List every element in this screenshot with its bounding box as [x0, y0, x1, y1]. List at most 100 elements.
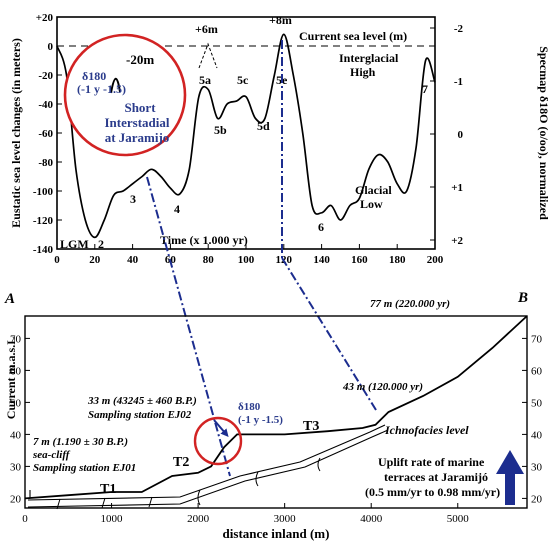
uplift-arrow-icon	[496, 450, 524, 505]
annot-stage-5a: 5a	[199, 73, 211, 87]
annot-plus-8m: +8m	[269, 13, 292, 27]
annot-station1-a: 7 m (1.190 ± 30 B.P.)	[33, 436, 128, 448]
bottom-ticks	[24, 337, 527, 508]
top-x-tick-label: 180	[389, 254, 406, 266]
top-y-tick-label: 0	[48, 41, 54, 53]
connector-stage3	[146, 176, 231, 477]
annot-stage-5d: 5d	[257, 119, 270, 133]
bottom-y-tick-label: 30	[10, 461, 22, 473]
inset-depth: -20m	[126, 52, 154, 67]
annot-stage-6: 6	[318, 220, 324, 234]
bottom-x-tick-label: 4000	[360, 513, 383, 525]
bottom-x-axis-title: distance inland (m)	[223, 526, 330, 541]
annot-station1-b: sea-cliff	[32, 449, 71, 461]
terrace-t2: T2	[173, 455, 189, 470]
annot-station2-b: Sampling station EJ02	[88, 409, 192, 421]
top-y2-tick-label: -1	[454, 76, 463, 88]
top-x-tick-label: 200	[427, 254, 444, 266]
bottom-x-tick-label: 1000	[101, 513, 124, 525]
bottom-y-tick-label: 60	[10, 365, 22, 377]
top-y-tick-label: -20	[38, 70, 53, 82]
top-x-tick-label: 0	[54, 254, 60, 266]
bottom-y-tick-label: 40	[10, 429, 22, 441]
bottom-plot-frame	[24, 315, 528, 509]
top-x-tick-label: 20	[89, 254, 101, 266]
annot-glacial: Glacial	[355, 183, 392, 197]
bottom-y-axis-title: Current m.a.s.L	[4, 337, 18, 419]
bottom-y-tick-label-right: 70	[531, 333, 543, 345]
sea-level-curve	[56, 33, 436, 239]
inset-mini-curve	[110, 77, 121, 94]
top-y2-tick-label: -2	[454, 23, 464, 35]
annot-uplift-3: (0.5 mm/yr to 0.98 mm/yr)	[365, 485, 500, 499]
annot-high: High	[350, 65, 376, 79]
terrace-profile-chart: 20 20 30 30 40 40 50 50 60 60 70 70 0 1000 2000 3000 400…	[4, 290, 543, 541]
top-x-tick-label: 100	[238, 254, 255, 266]
inset-range: (-1 y -1.5)	[77, 82, 126, 96]
annot-d18o-range: (-1 y -1.5)	[238, 414, 283, 426]
connector-5e-to-t3	[281, 257, 377, 411]
top-x-tick-label: 40	[127, 254, 139, 266]
annot-stage-2: 2	[98, 237, 104, 251]
panel-letter-b: B	[517, 290, 528, 306]
top-y-tick-label: -140	[33, 244, 54, 256]
top-y-tick-label: -60	[38, 128, 53, 140]
connector-lines	[146, 40, 377, 477]
top-y-tick-label: +20	[36, 12, 54, 24]
sea-level-chart: Current sea level (m) -140 -120 -1 0 0 -80 -60…	[9, 12, 550, 266]
dashed-peak-5a	[198, 42, 218, 69]
annot-stage-4: 4	[174, 202, 180, 216]
annot-stage-5b: 5b	[214, 123, 227, 137]
bottom-y-tick-label: 50	[10, 397, 22, 409]
annot-d18o: δ180	[238, 401, 261, 413]
top-y-axis-title: Eustatic sea level changes (in meters)	[9, 38, 23, 228]
annot-uplift-2: terraces at Jaramijó	[384, 470, 488, 484]
current-sea-level-label: Current sea level (m)	[299, 29, 407, 43]
top-axis-labels: -140-120-100-80-60-40-200+20020406080100…	[33, 12, 464, 266]
bottom-y-tick-label: 20	[10, 493, 22, 505]
terrace-profile-line	[24, 315, 528, 500]
annot-ichnofacies: Ichnofacies level	[384, 423, 469, 437]
annot-lgm: LGM	[60, 237, 89, 251]
bottom-y-tick-label: 70	[10, 333, 22, 345]
bottom-y-tick-label-right: 40	[531, 429, 543, 441]
inset-title-3: at Jaramijo	[105, 130, 170, 145]
ichnofacies-burrows	[56, 457, 321, 510]
jaramijo-inset-circle	[63, 33, 187, 157]
bottom-y-tick-label-right: 60	[531, 365, 543, 377]
annot-stage-5c: 5c	[237, 73, 249, 87]
top-ticks	[56, 16, 436, 250]
top-x-tick-label: 160	[351, 254, 368, 266]
annot-low: Low	[360, 197, 383, 211]
top-y2-tick-label: +1	[451, 182, 463, 194]
station2-arrow	[213, 419, 229, 438]
inset-title-2: Interstadial	[105, 115, 170, 130]
bottom-y-tick-label-right: 30	[531, 461, 543, 473]
annot-stage-7: 7	[422, 82, 428, 96]
bottom-x-tick-label: 0	[22, 513, 28, 525]
top-x-axis-title: Time (x 1.000 yr)	[160, 233, 248, 247]
terrace-t1: T1	[100, 482, 116, 497]
ichnofacies-layer-lower	[27, 429, 389, 508]
bottom-x-tick-label: 2000	[187, 513, 210, 525]
terrace-t3: T3	[303, 419, 319, 434]
bottom-x-tick-label: 3000	[274, 513, 297, 525]
panel-letter-a: A	[4, 291, 15, 307]
annot-interglacial: Interglacial	[339, 51, 399, 65]
top-y-tick-label: -120	[33, 215, 54, 227]
bottom-y-tick-label-right: 20	[531, 493, 543, 505]
annot-station2-a: 33 m (43245 ± 460 B.P.)	[87, 395, 197, 407]
bottom-axis-labels: 20 20 30 30 40 40 50 50 60 60 70 70 0 1000 2000 3000 400…	[10, 333, 543, 525]
top-y-tick-label: -40	[38, 99, 53, 111]
annot-top: 77 m (220.000 yr)	[370, 298, 450, 310]
inset-d18o: δ180	[82, 69, 106, 83]
bottom-y-tick-label-right: 50	[531, 397, 543, 409]
top-y-tick-label: -80	[38, 157, 53, 169]
bottom-x-tick-label: 5000	[447, 513, 470, 525]
top-x-tick-label: 140	[313, 254, 330, 266]
annot-plus-6m: +6m	[195, 22, 218, 36]
annot-station1-c: Sampling station EJ01	[33, 462, 136, 474]
annot-uplift-1: Uplift rate of marine	[378, 455, 485, 469]
top-y2-tick-label: +2	[451, 235, 463, 247]
